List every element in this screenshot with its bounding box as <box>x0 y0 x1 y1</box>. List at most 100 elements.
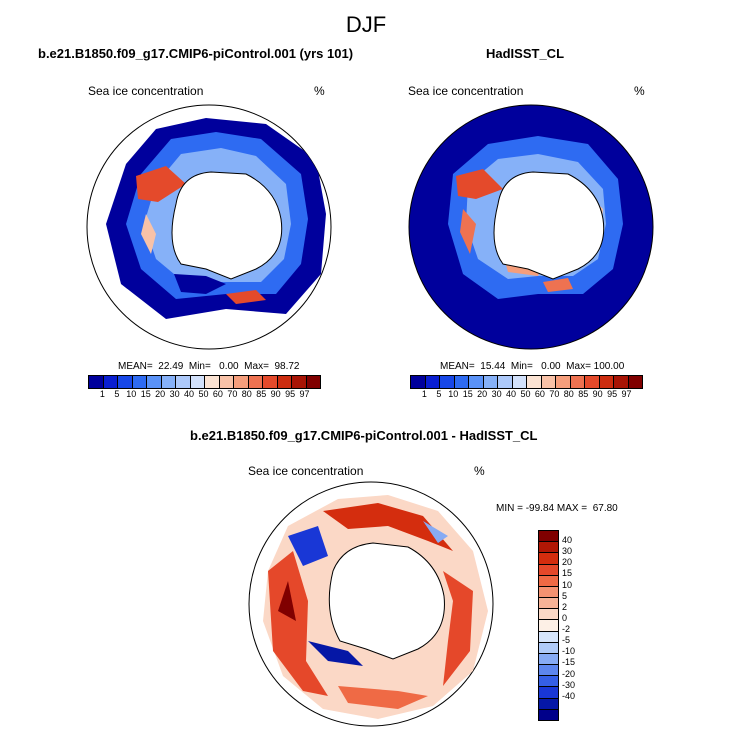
model-ice-field <box>106 118 326 319</box>
obs-colorbar-swatches <box>410 375 643 389</box>
obs-colorbar-tick-label: 90 <box>592 389 603 399</box>
model-colorbar-tick-label: 5 <box>114 389 120 399</box>
diff-colorbar-tick-label: -5 <box>562 635 571 646</box>
diff-colorbar-tick-label: 20 <box>562 557 573 568</box>
diff-colorbar-tick-label: -2 <box>562 624 571 635</box>
diff-colorbar-swatch <box>539 698 558 710</box>
obs-colorbar-swatch <box>541 376 556 388</box>
model-colorbar-tick-label: 60 <box>212 389 223 399</box>
obs-colorbar-tick-label: 50 <box>520 389 531 399</box>
model-colorbar-swatches <box>88 375 321 389</box>
diff-colorbar-tick-label: 40 <box>562 535 573 546</box>
obs-colorbar-swatch <box>512 376 527 388</box>
obs-colorbar-tick-label: 30 <box>491 389 502 399</box>
diff-colorbar-swatch <box>539 609 558 621</box>
obs-colorbar: 1 5 10 15 20 30 40 50 60 70 80 85 90 95 97 <box>410 375 643 405</box>
model-colorbar-swatch <box>118 376 133 388</box>
obs-colorbar-swatch <box>556 376 571 388</box>
obs-colorbar-tick-label: 85 <box>578 389 589 399</box>
model-colorbar-swatch <box>248 376 263 388</box>
model-colorbar-swatch <box>292 376 307 388</box>
model-colorbar: 1 5 10 15 20 30 40 50 60 70 80 85 90 95 97 <box>88 375 321 405</box>
diff-colorbar-swatch <box>539 665 558 677</box>
obs-colorbar-swatch <box>454 376 469 388</box>
obs-colorbar-tick-label: 97 <box>621 389 632 399</box>
model-colorbar-swatch <box>176 376 191 388</box>
diff-colorbar-swatch <box>539 564 558 576</box>
diff-colorbar-swatch <box>539 631 558 643</box>
obs-colorbar-tick-label: 1 <box>421 389 427 399</box>
obs-colorbar-swatch <box>527 376 542 388</box>
diff-colorbar: 40 30 20 15 10 5 2 0 -2 -5 -10 -15 -20 -30 -40 <box>538 530 598 725</box>
model-colorbar-swatch <box>277 376 292 388</box>
obs-colorbar-tick-label: 60 <box>534 389 545 399</box>
diff-colorbar-swatch <box>539 553 558 565</box>
model-colorbar-tick-label: 97 <box>299 389 310 399</box>
diff-colorbar-swatch <box>539 598 558 610</box>
obs-panel-stats: MEAN= 15.44 Min= 0.00 Max= 100.00 <box>440 361 625 372</box>
diff-colorbar-tick-label: -15 <box>562 657 576 668</box>
model-panel-title: b.e21.B1850.f09_g17.CMIP6-piControl.001 … <box>38 46 354 61</box>
model-colorbar-tick-label: 90 <box>270 389 281 399</box>
model-colorbar-tick-label: 10 <box>126 389 137 399</box>
diff-colorbar-tick-label: -20 <box>562 668 576 679</box>
model-colorbar-swatch <box>132 376 147 388</box>
obs-colorbar-tick-label: 15 <box>462 389 473 399</box>
diff-colorbar-swatches <box>538 530 559 721</box>
model-colorbar-tick-label: 80 <box>241 389 252 399</box>
model-panel-stats: MEAN= 22.49 Min= 0.00 Max= 98.72 <box>118 361 300 372</box>
obs-polar-map <box>408 104 654 350</box>
diff-panel-subtitle: Sea ice concentration <box>248 464 364 478</box>
obs-colorbar-swatch <box>469 376 484 388</box>
diff-colorbar-tick-label: 0 <box>562 612 568 623</box>
model-colorbar-swatch <box>219 376 234 388</box>
model-colorbar-swatch <box>103 376 118 388</box>
obs-colorbar-tick-label: 70 <box>549 389 560 399</box>
model-colorbar-tick-label: 1 <box>99 389 105 399</box>
model-colorbar-swatch <box>306 376 320 388</box>
diff-panel-stats: MIN = -99.84 MAX = 67.80 <box>496 503 618 514</box>
diff-panel-title: b.e21.B1850.f09_g17.CMIP6-piControl.001 … <box>190 428 538 443</box>
diff-colorbar-swatch <box>539 586 558 599</box>
diff-colorbar-tick-label: -40 <box>562 690 576 701</box>
obs-panel-units: % <box>634 84 645 98</box>
model-colorbar-swatch <box>161 376 176 388</box>
obs-colorbar-swatch <box>614 376 629 388</box>
model-colorbar-swatch <box>89 376 104 388</box>
obs-colorbar-swatch <box>570 376 585 388</box>
obs-colorbar-swatch <box>498 376 513 388</box>
model-colorbar-tick-label: 70 <box>227 389 238 399</box>
diff-colorbar-swatch <box>539 676 558 688</box>
obs-panel-title: HadISST_CL <box>486 46 565 61</box>
season-title: DJF <box>345 12 387 37</box>
obs-colorbar-tick-label: 95 <box>607 389 618 399</box>
diff-colorbar-swatch <box>539 687 558 699</box>
diff-colorbar-swatch <box>539 642 558 654</box>
obs-colorbar-swatch <box>425 376 440 388</box>
model-colorbar-tick-label: 85 <box>256 389 267 399</box>
diff-polar-map <box>248 481 494 727</box>
diff-colorbar-tick-label: 15 <box>562 568 573 579</box>
model-panel-units: % <box>314 84 325 98</box>
obs-colorbar-tick-label: 80 <box>563 389 574 399</box>
diff-colorbar-swatch <box>539 575 558 587</box>
model-colorbar-swatch <box>263 376 278 388</box>
model-colorbar-tick-label: 30 <box>169 389 180 399</box>
obs-panel-subtitle: Sea ice concentration <box>408 84 524 98</box>
model-colorbar-tick-label: 20 <box>155 389 166 399</box>
obs-colorbar-tick-label: 40 <box>506 389 517 399</box>
obs-colorbar-swatch <box>483 376 498 388</box>
model-colorbar-swatch <box>205 376 220 388</box>
model-colorbar-swatch <box>234 376 249 388</box>
model-colorbar-tick-label: 95 <box>285 389 296 399</box>
diff-colorbar-swatch <box>539 620 558 632</box>
obs-colorbar-swatch <box>628 376 642 388</box>
model-colorbar-tick-label: 40 <box>184 389 195 399</box>
diff-colorbar-swatch <box>539 542 558 554</box>
diff-colorbar-swatch <box>539 653 558 666</box>
obs-colorbar-swatch <box>599 376 614 388</box>
model-colorbar-swatch <box>190 376 205 388</box>
model-panel-subtitle: Sea ice concentration <box>88 84 204 98</box>
obs-colorbar-tick-label: 10 <box>448 389 459 399</box>
diff-anomaly-field <box>263 495 488 719</box>
